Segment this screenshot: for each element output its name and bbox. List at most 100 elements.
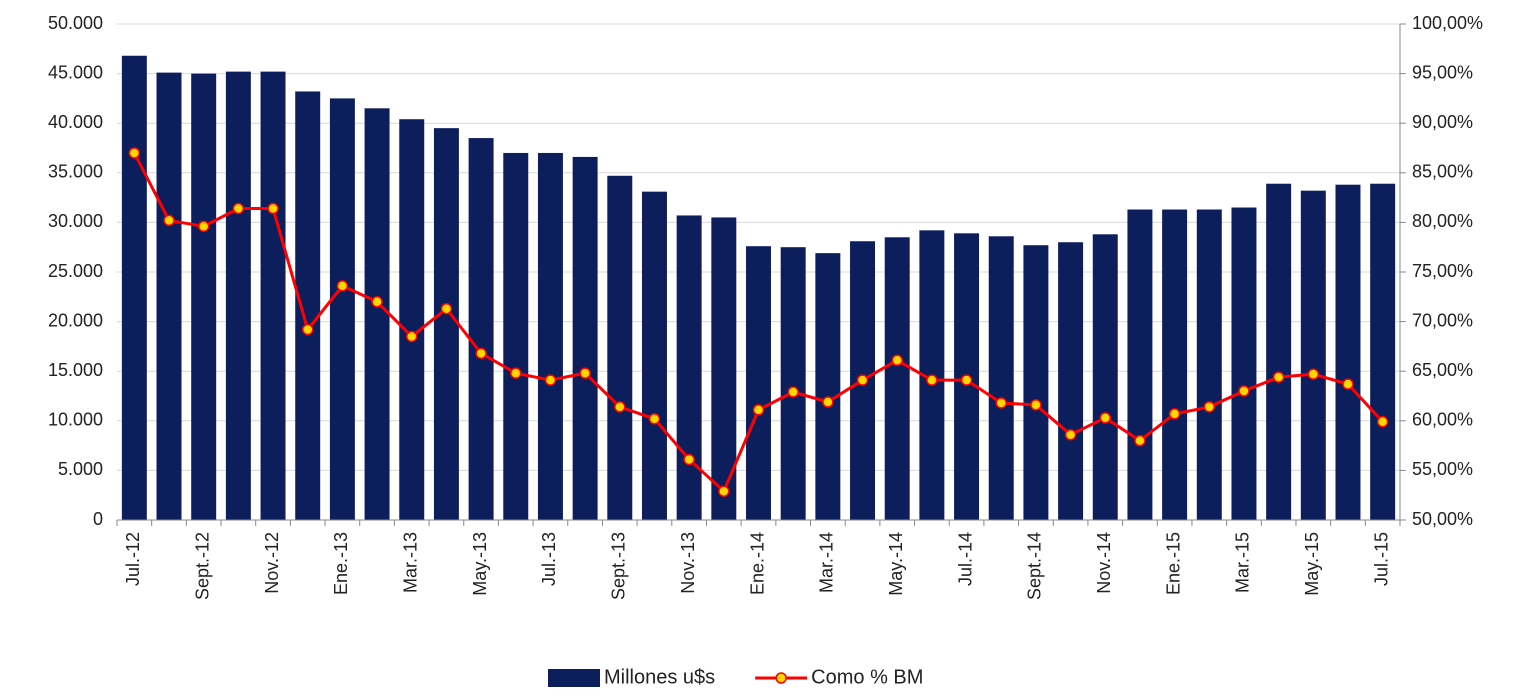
bar — [572, 156, 598, 521]
marker — [440, 302, 453, 315]
x-tick-label: Jul.-13 — [539, 532, 559, 586]
x-tick-label: May.-13 — [470, 532, 490, 596]
bar — [815, 253, 841, 521]
x-tick-label: Ene.-14 — [747, 532, 767, 595]
marker — [1064, 428, 1077, 441]
x-tick-label: May.-15 — [1302, 532, 1322, 596]
marker — [163, 214, 175, 227]
marker — [856, 374, 869, 386]
x-tick-label: Nov.-12 — [262, 532, 282, 594]
marker — [614, 401, 626, 413]
bar — [746, 246, 771, 520]
x-tick-label: Nov.-13 — [678, 532, 698, 594]
marker — [752, 404, 765, 416]
marker — [718, 485, 730, 497]
marker — [1376, 416, 1389, 428]
y2-tick-label: 50,00% — [1412, 509, 1473, 529]
bar — [433, 128, 459, 520]
y2-tick-label: 55,00% — [1412, 459, 1473, 479]
marker — [648, 413, 661, 425]
marker — [1030, 399, 1042, 411]
marker — [1307, 368, 1320, 380]
bar — [711, 217, 737, 520]
marker — [1272, 371, 1285, 383]
marker — [683, 453, 695, 466]
y-tick-label: 50.000 — [48, 13, 103, 33]
y-tick-label: 30.000 — [48, 211, 103, 231]
bar — [468, 138, 494, 520]
bar — [399, 119, 425, 521]
bar — [1162, 209, 1188, 520]
bar — [1058, 242, 1084, 521]
y-tick-label: 45.000 — [48, 62, 103, 82]
legend-label: Como % BM — [811, 666, 923, 688]
y-tick-label: 10.000 — [48, 410, 103, 430]
marker — [822, 396, 834, 408]
y2-tick-label: 60,00% — [1412, 410, 1473, 430]
y2-tick-label: 100,00% — [1412, 13, 1483, 33]
bar — [1370, 183, 1396, 520]
marker — [926, 374, 938, 386]
marker — [371, 296, 383, 308]
marker — [995, 397, 1007, 409]
y2-tick-label: 80,00% — [1412, 211, 1473, 231]
marker — [1203, 401, 1216, 413]
marker — [1168, 408, 1181, 420]
x-tick-label: Mar.-14 — [817, 532, 837, 593]
y2-tick-label: 65,00% — [1412, 360, 1473, 380]
marker — [232, 202, 245, 215]
marker — [475, 347, 487, 360]
bar — [364, 108, 390, 520]
legend-swatch — [548, 669, 600, 687]
marker — [301, 323, 314, 336]
x-tick-label: Mar.-15 — [1233, 532, 1253, 593]
marker — [1238, 385, 1250, 397]
x-tick-label: Nov.-14 — [1094, 532, 1114, 594]
legend-marker — [775, 672, 787, 684]
bar — [503, 152, 529, 520]
marker — [579, 367, 591, 379]
y-tick-label: 35.000 — [48, 162, 103, 182]
y-tick-label: 20.000 — [48, 310, 103, 330]
y2-tick-label: 90,00% — [1412, 112, 1473, 132]
bar — [1335, 184, 1361, 521]
bar — [537, 152, 563, 520]
x-tick-label: Jul.-14 — [955, 532, 975, 586]
y-tick-label: 5.000 — [58, 459, 103, 479]
bar — [607, 175, 633, 520]
marker — [510, 367, 522, 379]
marker — [197, 220, 210, 233]
marker — [787, 386, 799, 398]
marker — [1099, 412, 1112, 424]
x-tick-label: Jul.-15 — [1371, 532, 1391, 586]
marker — [1342, 378, 1354, 390]
bar — [295, 91, 321, 521]
marker — [891, 354, 903, 367]
y2-tick-label: 95,00% — [1412, 62, 1473, 82]
x-tick-label: May.-14 — [886, 532, 906, 596]
marker — [336, 280, 349, 292]
bar — [676, 215, 702, 520]
y-tick-label: 0 — [93, 509, 103, 529]
bar — [156, 72, 182, 520]
bar — [260, 71, 286, 520]
bar — [121, 55, 147, 521]
x-tick-label: Mar.-13 — [400, 532, 420, 593]
x-tick-label: Sept.-12 — [192, 532, 212, 600]
x-tick-label: Jul.-12 — [123, 532, 143, 586]
y2-tick-label: 85,00% — [1412, 162, 1473, 182]
bar — [988, 236, 1014, 520]
bar — [1196, 209, 1222, 520]
x-tick-label: Ene.-15 — [1163, 532, 1183, 595]
bar — [884, 237, 910, 520]
y2-tick-label: 75,00% — [1412, 261, 1473, 281]
y2-tick-label: 70,00% — [1412, 310, 1473, 330]
y-tick-label: 25.000 — [48, 261, 103, 281]
bar — [1266, 183, 1292, 520]
bar — [641, 191, 667, 520]
marker — [544, 374, 557, 386]
x-tick-label: Sept.-14 — [1025, 532, 1045, 600]
legend-label: Millones u$s — [604, 666, 715, 688]
x-tick-label: Sept.-13 — [609, 532, 629, 600]
